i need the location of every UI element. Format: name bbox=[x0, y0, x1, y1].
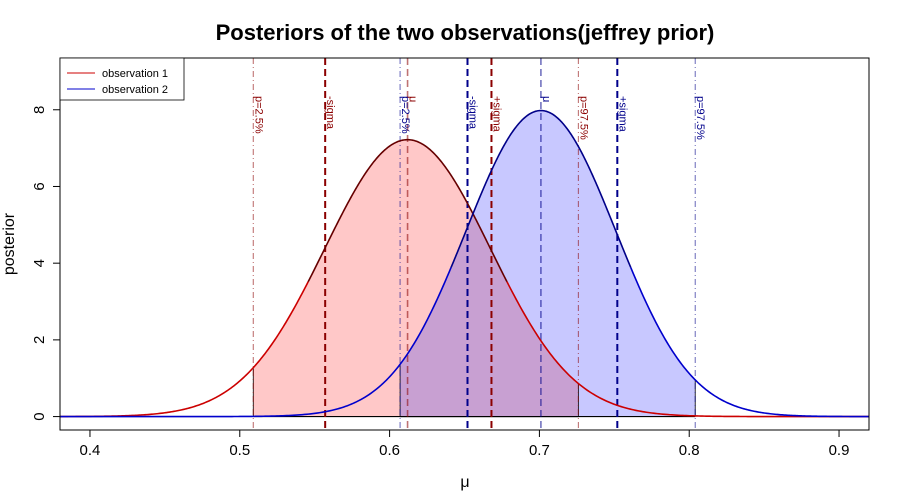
annotation-label: p=97.5% bbox=[694, 96, 706, 140]
x-tick-label: 0.5 bbox=[229, 442, 250, 459]
legend-label: observation 2 bbox=[102, 84, 168, 96]
chart-title: Posteriors of the two observations(jeffr… bbox=[216, 20, 715, 45]
annotation-label: -sigma bbox=[324, 96, 336, 130]
x-tick-label: 0.6 bbox=[379, 442, 400, 459]
series-2-curve-left bbox=[60, 267, 452, 418]
plot-layer: p=2.5% -sigma μ +sigma p=97.5% p=2.5% -sigma μ +… bbox=[31, 57, 870, 459]
annotation-label: +sigma bbox=[490, 96, 502, 133]
y-tick-label: 8 bbox=[31, 106, 48, 114]
annotation-label: μ bbox=[407, 96, 419, 102]
legend: observation 1 observation 2 bbox=[59, 57, 185, 101]
series-2-curve-right bbox=[630, 267, 870, 418]
y-tick-label: 6 bbox=[31, 182, 48, 190]
plot-frame bbox=[59, 57, 870, 431]
y-tick-label: 4 bbox=[31, 259, 48, 267]
series-1-curve-peak bbox=[307, 138, 508, 283]
annotation-label: p=2.5% bbox=[399, 96, 411, 134]
series-2-curve-peak bbox=[450, 109, 632, 268]
legend-box bbox=[59, 57, 185, 101]
annotation-label: p=97.5% bbox=[577, 96, 589, 140]
annotation-label: p=2.5% bbox=[252, 96, 264, 134]
y-tick-label: 2 bbox=[31, 336, 48, 344]
x-tick-label: 0.8 bbox=[679, 442, 700, 459]
legend-label: observation 1 bbox=[102, 68, 168, 80]
x-tick-label: 0.4 bbox=[80, 442, 101, 459]
y-tick-label: 0 bbox=[31, 412, 48, 420]
x-tick-label: 0.9 bbox=[829, 442, 850, 459]
overlap-fill bbox=[400, 214, 579, 417]
y-axis-label: posterior bbox=[1, 212, 18, 275]
annotation-label: μ bbox=[540, 96, 552, 102]
x-axis-label: μ bbox=[460, 474, 469, 491]
annotation-label: -sigma bbox=[466, 96, 478, 130]
annotation-label: +sigma bbox=[616, 96, 628, 133]
x-tick-label: 0.7 bbox=[529, 442, 550, 459]
